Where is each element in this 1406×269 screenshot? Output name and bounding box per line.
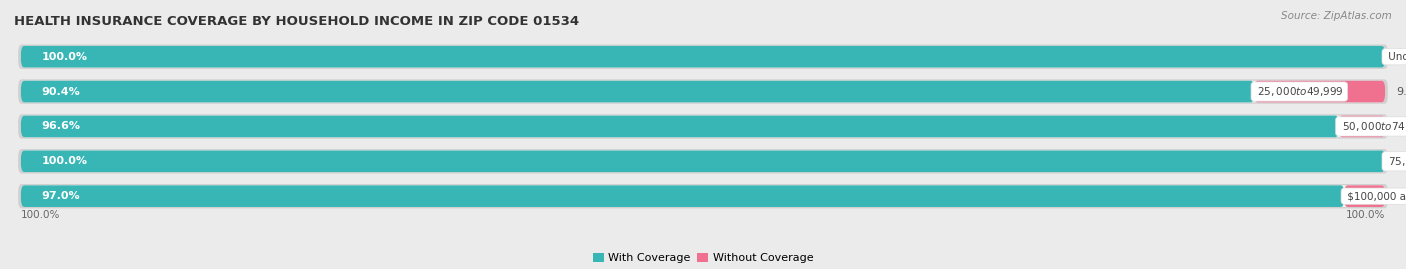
- FancyBboxPatch shape: [18, 149, 1388, 174]
- Text: 90.4%: 90.4%: [41, 87, 80, 97]
- Text: $100,000 and over: $100,000 and over: [1344, 191, 1406, 201]
- FancyBboxPatch shape: [21, 150, 1385, 172]
- Text: 96.6%: 96.6%: [41, 121, 80, 132]
- Text: 3.4%: 3.4%: [1396, 121, 1406, 132]
- FancyBboxPatch shape: [1339, 116, 1385, 137]
- FancyBboxPatch shape: [21, 46, 1385, 68]
- Text: 0.0%: 0.0%: [1396, 156, 1406, 166]
- Text: 3.0%: 3.0%: [1396, 191, 1406, 201]
- FancyBboxPatch shape: [18, 184, 1388, 208]
- Text: $50,000 to $74,999: $50,000 to $74,999: [1339, 120, 1406, 133]
- Legend: With Coverage, Without Coverage: With Coverage, Without Coverage: [588, 248, 818, 268]
- FancyBboxPatch shape: [21, 150, 1385, 172]
- FancyBboxPatch shape: [21, 81, 1385, 102]
- FancyBboxPatch shape: [18, 79, 1388, 104]
- Text: $25,000 to $49,999: $25,000 to $49,999: [1254, 85, 1344, 98]
- Text: 97.0%: 97.0%: [41, 191, 80, 201]
- FancyBboxPatch shape: [18, 44, 1388, 69]
- Text: HEALTH INSURANCE COVERAGE BY HOUSEHOLD INCOME IN ZIP CODE 01534: HEALTH INSURANCE COVERAGE BY HOUSEHOLD I…: [14, 15, 579, 28]
- Text: 100.0%: 100.0%: [41, 52, 87, 62]
- FancyBboxPatch shape: [1254, 81, 1385, 102]
- FancyBboxPatch shape: [21, 116, 1385, 137]
- Text: 100.0%: 100.0%: [21, 210, 60, 220]
- Text: 9.6%: 9.6%: [1396, 87, 1406, 97]
- Text: $75,000 to $99,999: $75,000 to $99,999: [1385, 155, 1406, 168]
- Text: 100.0%: 100.0%: [1346, 210, 1385, 220]
- FancyBboxPatch shape: [21, 46, 1385, 68]
- FancyBboxPatch shape: [21, 185, 1344, 207]
- FancyBboxPatch shape: [21, 185, 1385, 207]
- FancyBboxPatch shape: [1344, 185, 1385, 207]
- Text: Source: ZipAtlas.com: Source: ZipAtlas.com: [1281, 11, 1392, 21]
- Text: 100.0%: 100.0%: [41, 156, 87, 166]
- FancyBboxPatch shape: [18, 114, 1388, 139]
- Text: 0.0%: 0.0%: [1396, 52, 1406, 62]
- FancyBboxPatch shape: [21, 116, 1339, 137]
- FancyBboxPatch shape: [21, 81, 1254, 102]
- Text: Under $25,000: Under $25,000: [1385, 52, 1406, 62]
